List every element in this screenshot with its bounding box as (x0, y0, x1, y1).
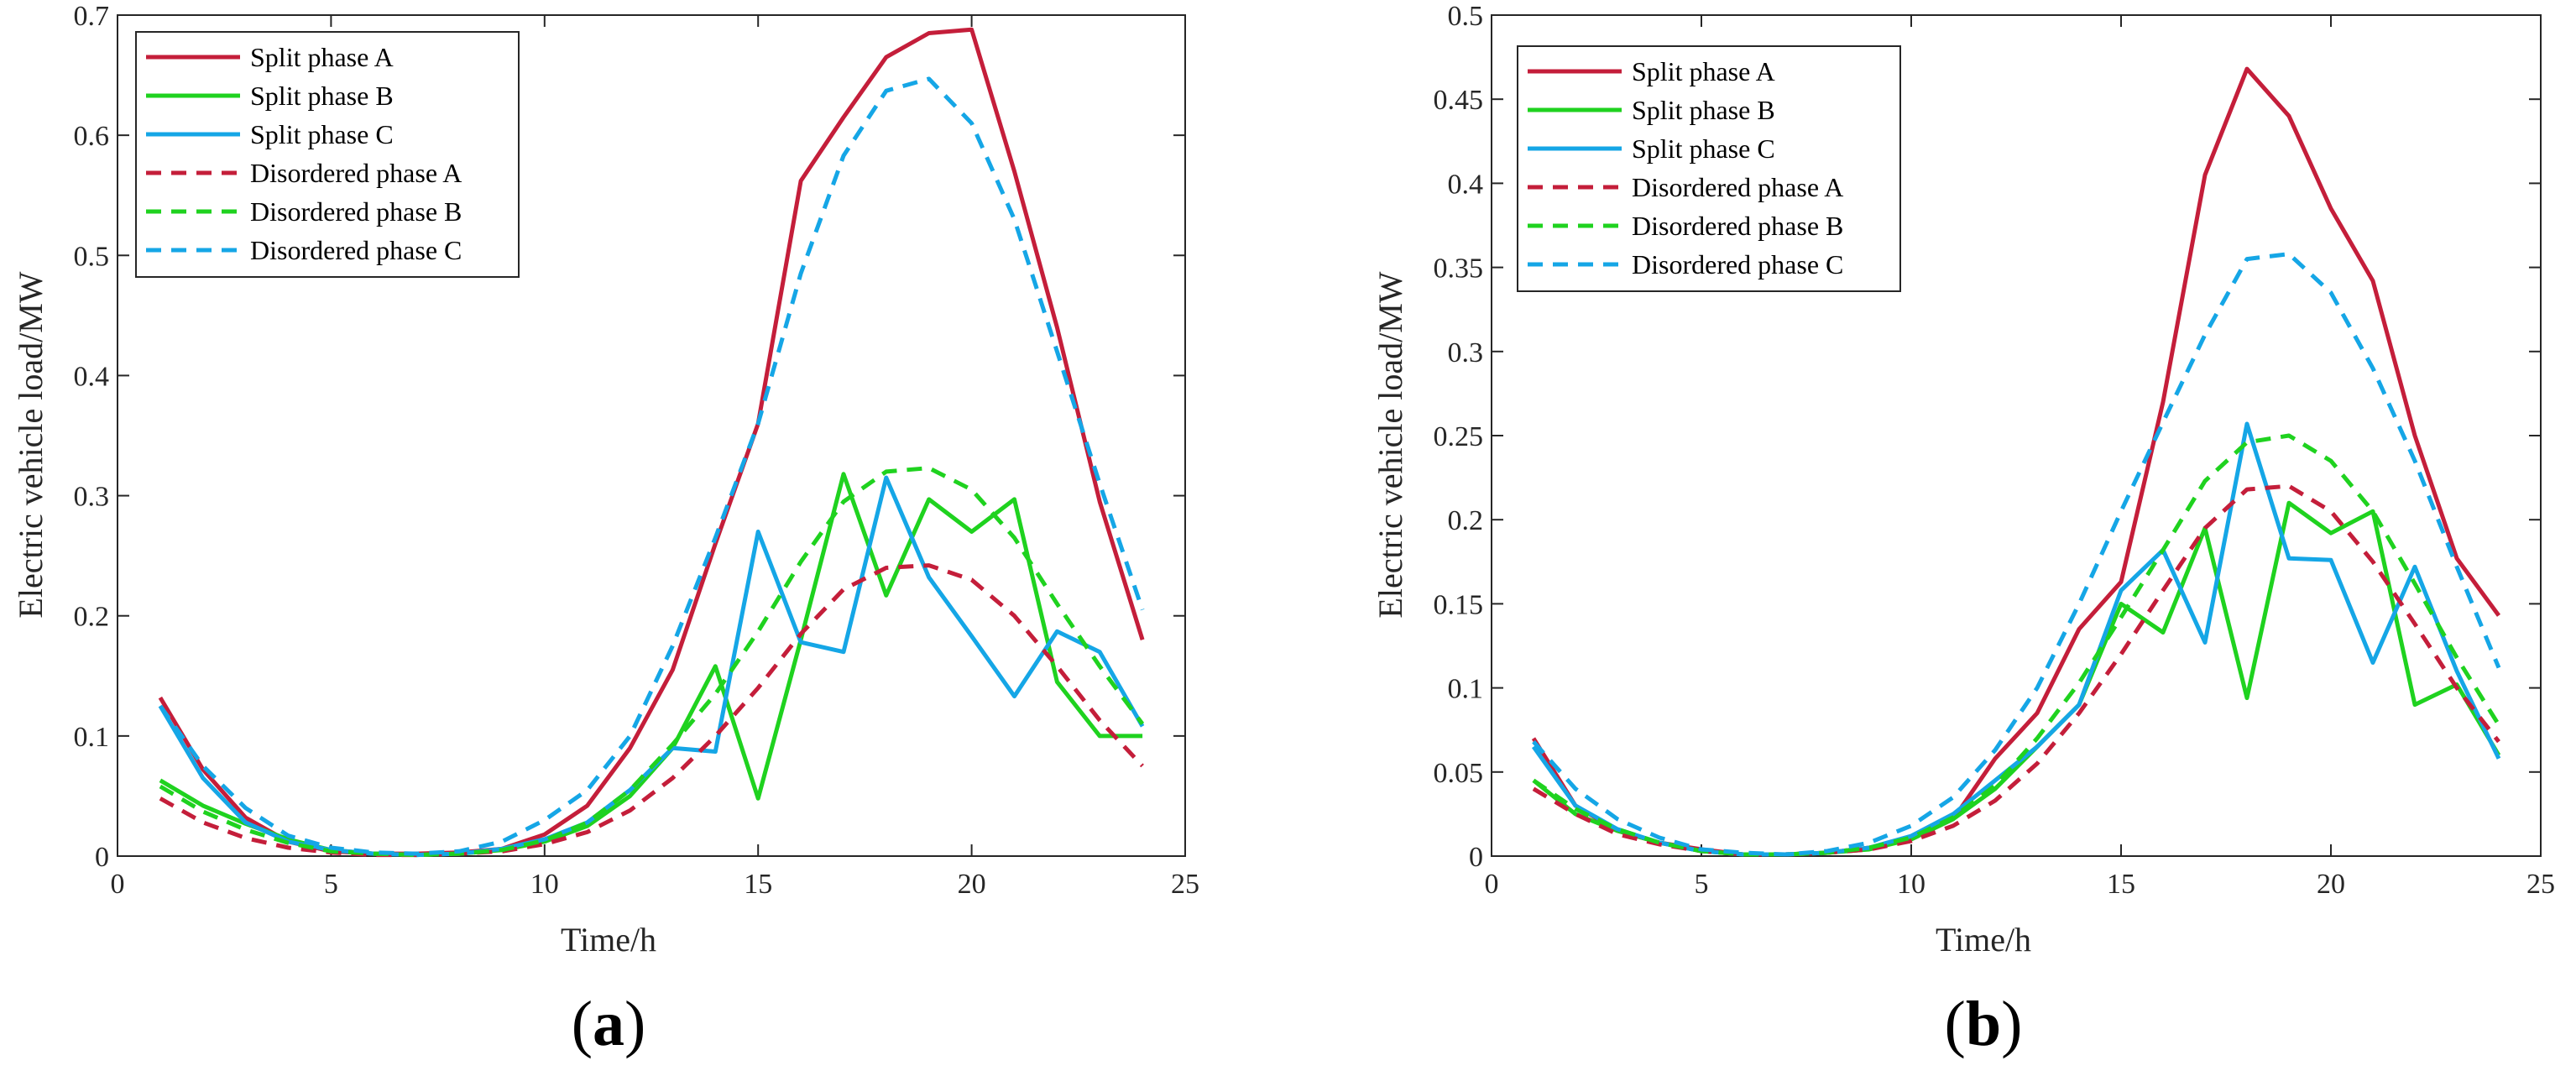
axes-box-a (117, 14, 1186, 857)
y-tick-label: 0.15 (1434, 589, 1484, 620)
legend-label: Disordered phase A (1632, 172, 1843, 202)
y-tick-label: 0 (1469, 842, 1483, 873)
legend-box (135, 31, 520, 278)
y-tick-label: 0.6 (74, 121, 110, 152)
series-line-disordered-phase-a (1532, 483, 2500, 857)
y-tick-label: 0.4 (1448, 169, 1484, 200)
x-tick-label: 10 (1897, 869, 1925, 900)
y-tick-label: 0.2 (1448, 505, 1484, 536)
legend-label: Disordered phase A (250, 158, 462, 188)
legend-label: Split phase A (1632, 56, 1775, 86)
x-tick-label: 15 (744, 869, 772, 900)
chart-panel-b: 0 5 10 15 20 25 0 0.05 0.1 0.15 0.2 0.25 0.3 0.35 0.4 0… (1372, 1, 2555, 1059)
panel-label-b-close: ) (2001, 989, 2022, 1059)
legend-label: Disordered phase B (1632, 211, 1843, 241)
legend-label: Split phase B (1632, 95, 1775, 125)
chart-panel-a: 0 5 10 15 20 25 0 0.1 0.2 0.3 0.4 0.5 0.6 0.7 Split ph… (12, 1, 1199, 1059)
x-axis-label-b: Time/h (1936, 921, 2031, 958)
y-tick-label: 0.1 (74, 722, 110, 753)
x-tick-label: 15 (2107, 869, 2135, 900)
panel-label-b-letter: b (1966, 989, 2001, 1059)
legend-label: Split phase A (250, 42, 394, 72)
legend-label: Split phase C (250, 119, 394, 149)
legend-label: Disordered phase C (1632, 249, 1843, 279)
series-line-disordered-phase-b (159, 466, 1145, 858)
legend-label: Disordered phase B (250, 196, 462, 227)
legend-label: Split phase B (250, 81, 394, 111)
plot-area-a: 0 5 10 15 20 25 0 0.1 0.2 0.3 0.4 0.5 0.6 0.7 Split ph… (74, 1, 1200, 900)
y-tick-label: 0.5 (74, 241, 110, 272)
series-line-disordered-phase-b (1532, 433, 2501, 857)
x-tick-label: 20 (958, 869, 986, 900)
x-tick-label: 20 (2317, 869, 2345, 900)
y-tick-label: 0.35 (1434, 253, 1484, 285)
y-tick-label: 0.5 (1448, 1, 1484, 32)
legend-a: Split phase A Split phase B Split phase C D… (135, 31, 520, 278)
y-axis-label-a: Electric vehicle load/MW (12, 271, 50, 618)
y-tick-label: 0 (95, 842, 109, 873)
x-tick-label: 5 (1695, 869, 1709, 900)
plot-area-b: 0 5 10 15 20 25 0 0.05 0.1 0.15 0.2 0.25 0.3 0.35 0.4 0… (1434, 1, 2556, 900)
x-tick-label: 0 (1485, 869, 1499, 900)
x-axis-label-a: Time/h (561, 921, 656, 958)
panel-label-a: (a) (572, 989, 646, 1059)
y-tick-label: 0.7 (74, 1, 110, 32)
panel-label-a-letter: a (593, 989, 624, 1059)
panel-label-b: (b) (1945, 989, 2023, 1059)
y-tick-label: 0.4 (74, 361, 110, 392)
y-tick-label: 0.2 (74, 602, 110, 633)
y-tick-label: 0.05 (1434, 758, 1484, 789)
y-tick-label: 0.25 (1434, 421, 1484, 452)
y-tick-label: 0.3 (1448, 337, 1484, 368)
panel-label-b-open: ( (1945, 989, 1966, 1059)
panel-label-a-close: ) (624, 989, 645, 1059)
x-tick-label: 10 (530, 869, 559, 900)
y-tick-label: 0.3 (74, 482, 110, 513)
legend-b: Split phase A Split phase B Split phase C D… (1517, 45, 1901, 292)
x-tick-label: 25 (2526, 869, 2555, 900)
y-axis-label-b: Electric vehicle load/MW (1372, 271, 1409, 618)
legend-box (1517, 45, 1901, 292)
y-tick-label: 0.45 (1434, 85, 1484, 116)
y-tick-label: 0.1 (1448, 674, 1484, 705)
x-tick-label: 5 (324, 869, 338, 900)
x-tick-label: 25 (1171, 869, 1199, 900)
panel-label-a-open: ( (572, 989, 593, 1059)
legend-label: Split phase C (1632, 133, 1775, 164)
legend-label: Disordered phase C (250, 235, 462, 265)
series-line-disordered-phase-a (159, 563, 1144, 858)
x-tick-label: 0 (111, 869, 125, 900)
series-line-disordered-phase-c (158, 76, 1145, 856)
